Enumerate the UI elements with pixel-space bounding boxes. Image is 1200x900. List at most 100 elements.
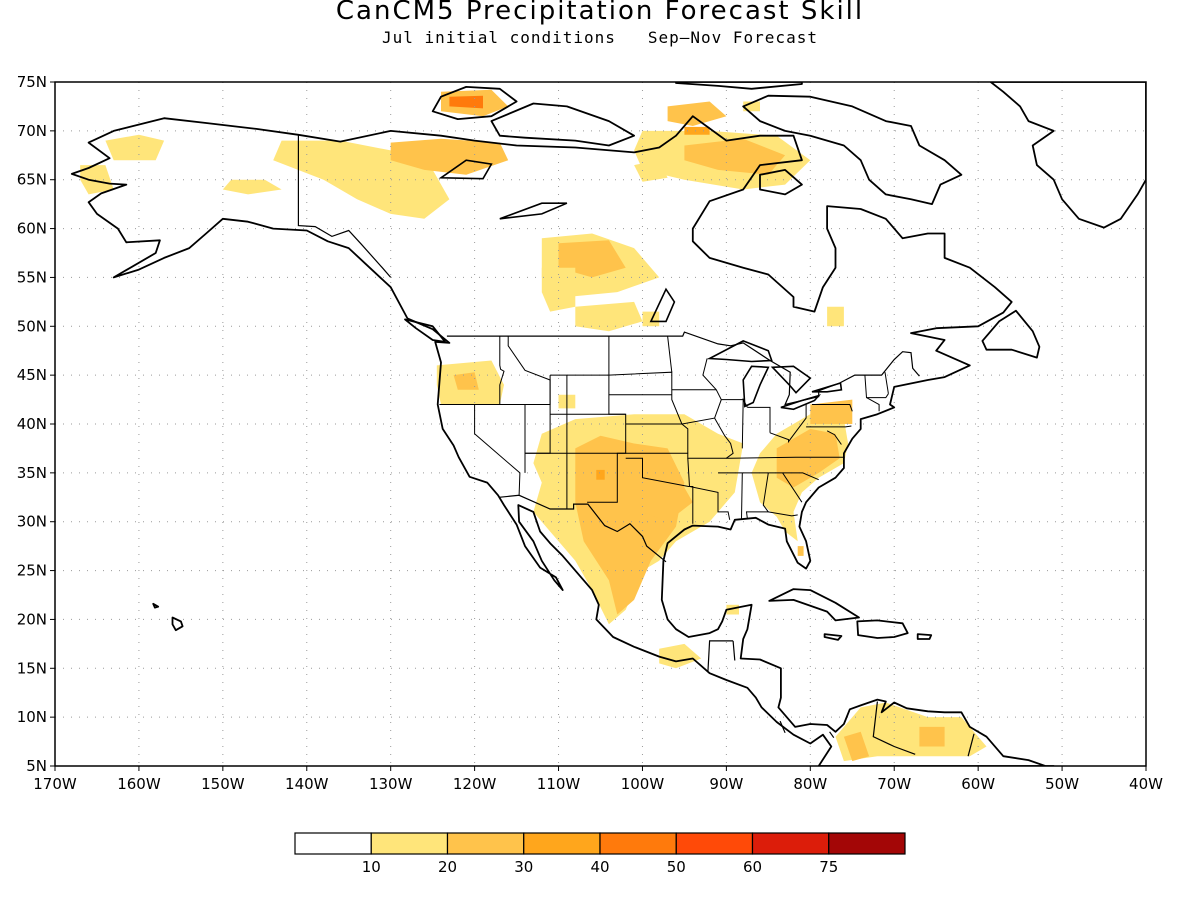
lon-tick-label: 40W	[1129, 775, 1163, 793]
state-border	[714, 417, 734, 459]
coastline	[823, 633, 843, 641]
skill-region	[827, 306, 844, 327]
lat-tick-label: 60N	[17, 220, 47, 238]
country-border	[297, 134, 392, 278]
lon-tick-label: 170W	[33, 775, 77, 793]
coastline	[916, 633, 933, 640]
lat-tick-label: 35N	[17, 464, 47, 482]
skill-region	[797, 546, 804, 556]
colorbar-label: 30	[514, 858, 533, 876]
lat-tick-label: 75N	[17, 73, 47, 91]
colorbar-label: 60	[743, 858, 762, 876]
state-border	[625, 457, 694, 524]
colorbar-swatch	[599, 832, 677, 855]
state-border	[812, 404, 853, 412]
coastline	[759, 168, 803, 196]
colorbar-label: 50	[667, 858, 686, 876]
state-border	[499, 336, 551, 405]
lake-outline	[438, 159, 493, 180]
skill-region	[453, 372, 479, 390]
state-border	[680, 358, 722, 454]
coastline	[768, 588, 860, 622]
state-border	[474, 404, 521, 496]
lat-tick-label: 25N	[17, 562, 47, 580]
lon-tick-label: 110W	[537, 775, 581, 793]
state-border	[866, 393, 889, 399]
lat-tick-label: 65N	[17, 171, 47, 189]
skill-region	[919, 726, 945, 747]
lat-tick-label: 70N	[17, 122, 47, 140]
coastline-layer	[70, 82, 1146, 766]
skill-region	[105, 134, 165, 161]
lake-outline	[742, 365, 770, 408]
lat-tick-label: 55N	[17, 268, 47, 286]
state-border	[741, 472, 743, 519]
skill-region	[634, 160, 668, 182]
lon-tick-label: 80W	[793, 775, 827, 793]
coastline	[404, 318, 447, 343]
state-border	[806, 425, 852, 428]
coastline	[989, 82, 1146, 229]
lat-tick-label: 15N	[17, 659, 47, 677]
coastline	[675, 82, 803, 90]
colorbar-swatch	[828, 832, 906, 855]
skill-region	[667, 101, 727, 126]
state-border	[687, 458, 731, 520]
skill-region	[835, 702, 987, 762]
lon-tick-label: 130W	[369, 775, 413, 793]
state-border	[782, 472, 803, 503]
political-borders-layer	[297, 134, 975, 757]
lake-outline	[649, 287, 676, 323]
colorbar: 10 20 30 40 50 60 75	[294, 832, 906, 876]
lon-tick-label: 160W	[117, 775, 161, 793]
lon-tick-label: 100W	[621, 775, 665, 793]
coastline	[431, 86, 518, 120]
colorbar-swatch	[446, 832, 525, 855]
colorbar-swatch	[675, 832, 754, 855]
skill-region	[642, 311, 660, 327]
latitude-tick-labels: 75N 70N 65N 60N 55N 50N 45N 40N 35N 30N 25N 20N 15N 1…	[17, 73, 55, 775]
skill-region	[449, 95, 483, 109]
lon-tick-label: 50W	[1045, 775, 1079, 793]
country-border	[872, 701, 916, 755]
state-border	[747, 406, 771, 433]
country-border	[779, 720, 786, 734]
skill-region	[843, 731, 870, 762]
lon-tick-label: 60W	[961, 775, 995, 793]
skill-region	[80, 165, 114, 195]
longitude-tick-labels: 170W 160W 150W 140W 130W 120W 110W 100W 90W 80W 70…	[33, 766, 1163, 793]
state-border	[884, 372, 889, 394]
colorbar-swatch	[523, 832, 601, 855]
coastline	[742, 94, 963, 206]
colorbar-swatch	[751, 832, 830, 855]
lake-outline	[770, 365, 812, 394]
state-border	[718, 472, 819, 481]
country-border	[707, 640, 734, 673]
lat-tick-label: 50N	[17, 317, 47, 335]
state-border	[769, 404, 807, 444]
coastline	[490, 102, 635, 147]
coastline	[70, 115, 1055, 766]
chart-subtitle: Jul initial conditions Sep–Nov Forecast	[382, 28, 818, 47]
coastline	[981, 309, 1041, 359]
skill-region	[684, 126, 710, 135]
lat-tick-label: 30N	[17, 513, 47, 531]
coastline	[171, 616, 184, 632]
colorbar-label: 10	[362, 858, 381, 876]
skill-region	[222, 179, 282, 195]
state-border	[864, 375, 880, 412]
chart-title: CanCM5 Precipitation Forecast Skill	[335, 0, 865, 26]
country-border	[732, 640, 736, 661]
skill-region	[810, 399, 853, 424]
skill-region	[541, 267, 576, 312]
lon-tick-label: 70W	[877, 775, 911, 793]
country-border	[967, 733, 975, 757]
skill-region	[659, 643, 702, 669]
colorbar-label: 40	[590, 858, 609, 876]
lon-tick-label: 140W	[285, 775, 329, 793]
colorbar-label: 20	[438, 858, 457, 876]
coastline	[152, 602, 160, 609]
lon-tick-label: 120W	[453, 775, 497, 793]
colorbar-label: 75	[819, 858, 838, 876]
